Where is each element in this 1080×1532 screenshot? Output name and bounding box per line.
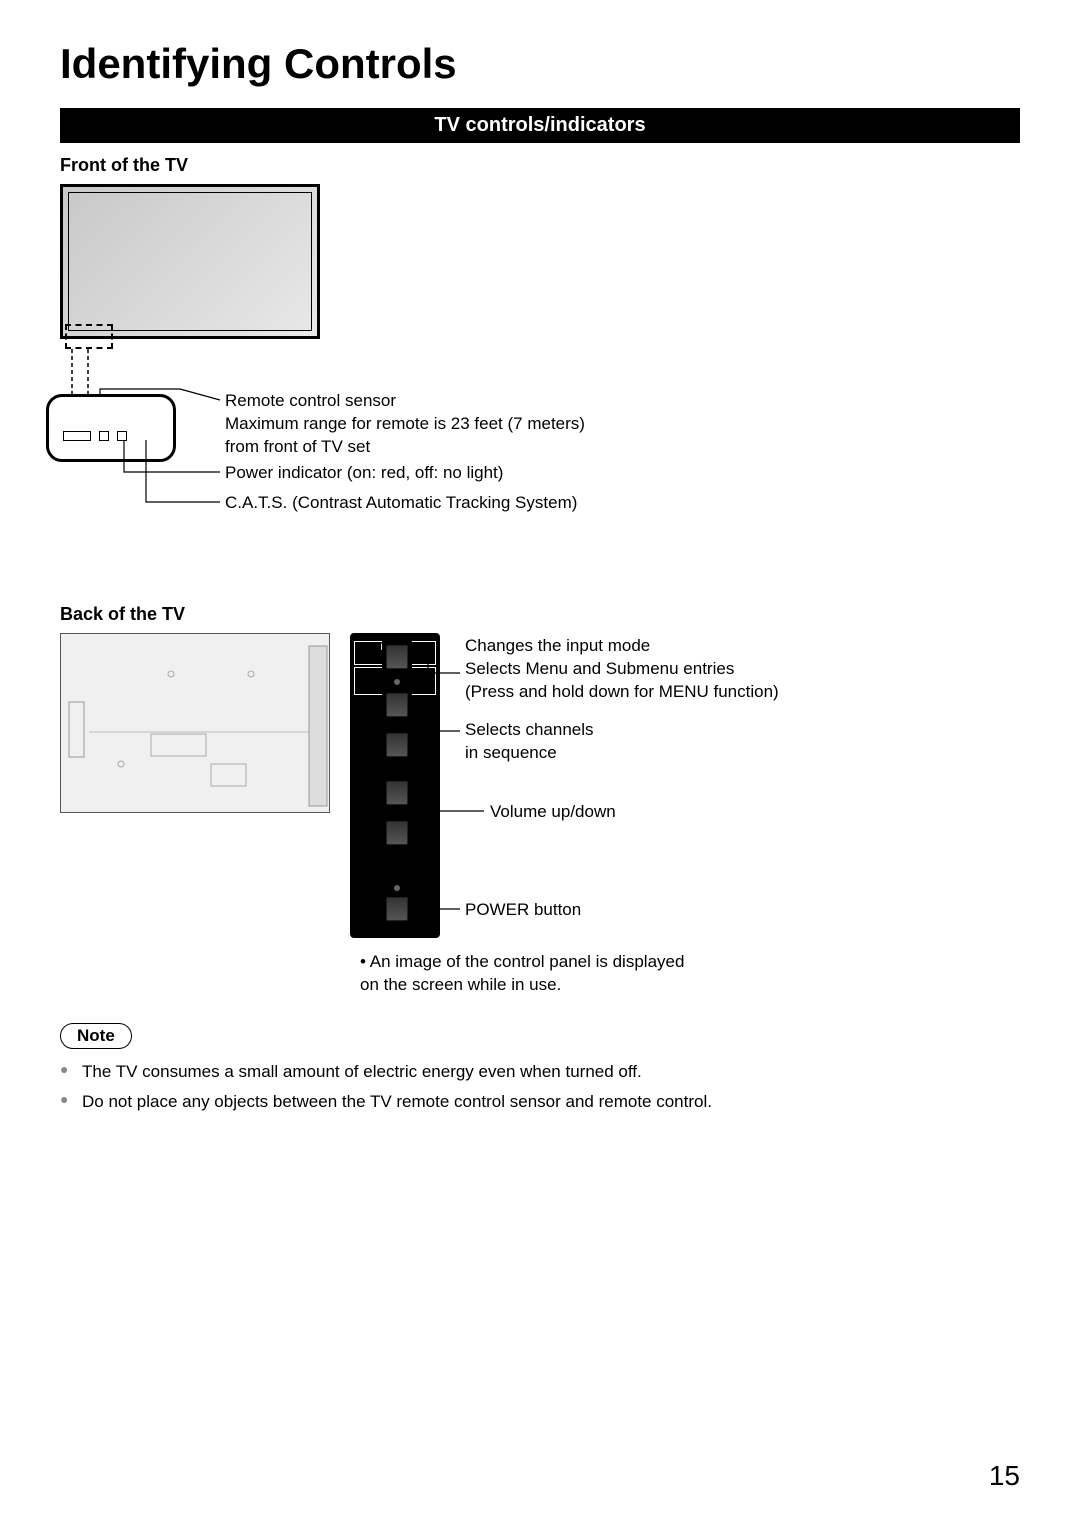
callout-power-button: POWER button (465, 899, 581, 922)
back-heading: Back of the TV (60, 604, 1020, 625)
callout-channel: Selects channels in sequence (465, 719, 594, 765)
front-diagram: Remote control sensor Maximum range for … (60, 184, 1020, 564)
note-label: Note (60, 1023, 132, 1049)
page-title: Identifying Controls (60, 40, 1020, 88)
control-panel-footnote: • An image of the control panel is displ… (360, 951, 684, 997)
tv-back-outline (60, 633, 330, 813)
sensor-module (46, 394, 176, 462)
tv-front-outline (60, 184, 320, 339)
sensor-area-dashed (65, 324, 113, 349)
callout-cats: C.A.T.S. (Contrast Automatic Tracking Sy… (225, 492, 577, 515)
front-heading: Front of the TV (60, 155, 1020, 176)
back-diagram: INPUT/ OK/ HOLD for MENU ∧ ▲ CH ∨ ▼ + ▶ … (60, 633, 1020, 1003)
callout-remote-sensor: Remote control sensor Maximum range for … (225, 390, 585, 459)
callout-input-mode: Changes the input mode Selects Menu and … (465, 635, 779, 704)
section-bar: TV controls/indicators (60, 108, 1020, 143)
callout-volume: Volume up/down (490, 801, 616, 824)
note-item: Do not place any objects between the TV … (60, 1089, 1020, 1115)
button-strip (382, 633, 412, 938)
callout-power-indicator: Power indicator (on: red, off: no light) (225, 462, 503, 485)
note-list: The TV consumes a small amount of electr… (60, 1059, 1020, 1114)
page-number: 15 (989, 1460, 1020, 1492)
note-item: The TV consumes a small amount of electr… (60, 1059, 1020, 1085)
